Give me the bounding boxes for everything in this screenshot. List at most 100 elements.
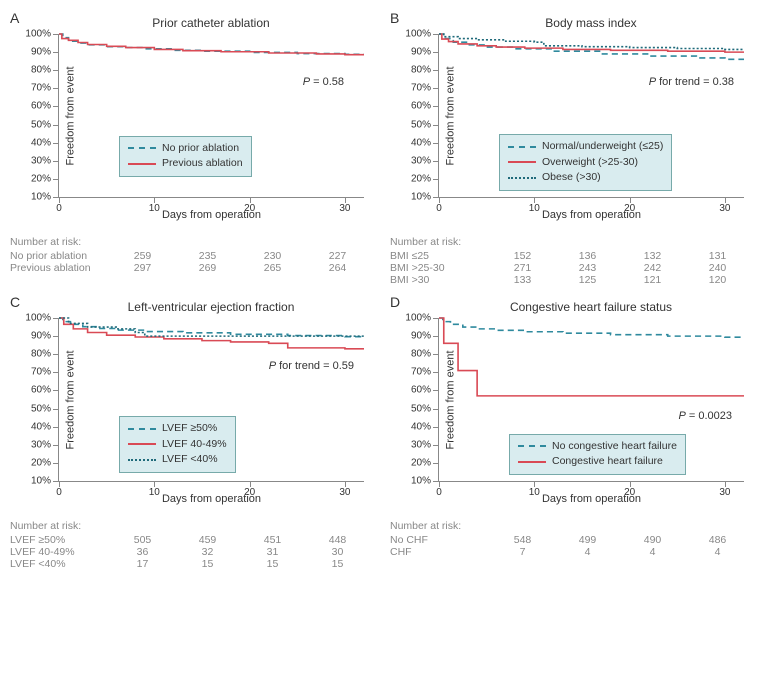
legend-item: Obese (>30) bbox=[508, 170, 663, 186]
risk-cell: 486 bbox=[685, 534, 750, 546]
y-tick-label: 50% bbox=[411, 119, 431, 130]
risk-cell: 125 bbox=[555, 274, 620, 286]
panel-letter: D bbox=[390, 294, 400, 310]
y-tick-label: 60% bbox=[411, 101, 431, 112]
y-tick-label: 50% bbox=[411, 403, 431, 414]
y-tick-label: 70% bbox=[411, 367, 431, 378]
risk-title: Number at risk: bbox=[390, 520, 750, 532]
y-tick-label: 60% bbox=[31, 101, 51, 112]
plot-region: Freedom from eventDays from operation10%… bbox=[58, 318, 364, 482]
chart-area: Body mass indexFreedom from eventDays fr… bbox=[438, 16, 744, 226]
legend-label: Obese (>30) bbox=[542, 170, 601, 186]
legend-swatch bbox=[508, 161, 536, 163]
y-tick-label: 70% bbox=[31, 83, 51, 94]
legend: Normal/underweight (≤25)Overweight (>25-… bbox=[499, 134, 672, 191]
legend: No congestive heart failureCongestive he… bbox=[509, 434, 686, 476]
legend-label: LVEF ≥50% bbox=[162, 421, 217, 437]
risk-cell: 15 bbox=[175, 558, 240, 570]
x-tick-label: 10 bbox=[529, 487, 540, 498]
legend-swatch bbox=[518, 461, 546, 463]
risk-row-label: BMI ≤25 bbox=[390, 250, 490, 262]
risk-row: Previous ablation297269265264 bbox=[10, 262, 370, 274]
y-tick-label: 60% bbox=[31, 385, 51, 396]
y-tick-label: 100% bbox=[25, 313, 51, 324]
x-tick-label: 0 bbox=[436, 487, 442, 498]
chart-title: Left-ventricular ejection fraction bbox=[58, 300, 364, 314]
risk-cell: 4 bbox=[685, 546, 750, 558]
legend-item: LVEF ≥50% bbox=[128, 421, 227, 437]
y-tick-label: 40% bbox=[31, 421, 51, 432]
risk-cell: 4 bbox=[555, 546, 620, 558]
y-tick-label: 20% bbox=[411, 457, 431, 468]
risk-cell: 7 bbox=[490, 546, 555, 558]
y-tick-label: 30% bbox=[31, 155, 51, 166]
risk-cell: 499 bbox=[555, 534, 620, 546]
panel-D: D Congestive heart failure status Freedom … bbox=[390, 294, 750, 570]
y-tick-label: 50% bbox=[31, 119, 51, 130]
risk-row-label: CHF bbox=[390, 546, 490, 558]
x-tick-label: 10 bbox=[149, 203, 160, 214]
legend-label: LVEF <40% bbox=[162, 452, 218, 468]
y-tick-label: 90% bbox=[31, 47, 51, 58]
risk-cell: 297 bbox=[110, 262, 175, 274]
risk-cell: 15 bbox=[305, 558, 370, 570]
legend-label: Previous ablation bbox=[162, 156, 243, 172]
risk-cell: 131 bbox=[685, 250, 750, 262]
risk-row: LVEF <40%17151515 bbox=[10, 558, 370, 570]
legend-item: Overweight (>25-30) bbox=[508, 155, 663, 171]
risk-row-label: LVEF <40% bbox=[10, 558, 110, 570]
risk-row-label: No CHF bbox=[390, 534, 490, 546]
panel-A: APrior catheter ablationFreedom from eve… bbox=[10, 10, 370, 286]
risk-row-label: LVEF 40-49% bbox=[10, 546, 110, 558]
risk-cell: 243 bbox=[555, 262, 620, 274]
plot-region: Freedom from eventDays from operation10%… bbox=[438, 318, 744, 482]
y-tick-label: 30% bbox=[411, 155, 431, 166]
risk-row-label: BMI >25-30 bbox=[390, 262, 490, 274]
risk-cell: 235 bbox=[175, 250, 240, 262]
risk-row-label: BMI >30 bbox=[390, 274, 490, 286]
legend-swatch bbox=[128, 443, 156, 445]
y-tick-label: 10% bbox=[31, 476, 51, 487]
panel-letter: C bbox=[10, 294, 20, 310]
y-tick-label: 10% bbox=[31, 192, 51, 203]
p-value: P = 0.0023 bbox=[678, 410, 732, 422]
chart-title: Congestive heart failure status bbox=[438, 300, 744, 314]
series-line bbox=[439, 34, 744, 59]
panel-B: BBody mass indexFreedom from eventDays f… bbox=[390, 10, 750, 286]
y-tick-label: 10% bbox=[411, 476, 431, 487]
chart-area: Congestive heart failure status Freedom f… bbox=[438, 300, 744, 510]
risk-table: Number at risk:No CHF548499490486CHF7444 bbox=[390, 520, 750, 558]
plot-region: Freedom from eventDays from operation10%… bbox=[58, 34, 364, 198]
risk-cell: 269 bbox=[175, 262, 240, 274]
panel-grid: APrior catheter ablationFreedom from eve… bbox=[10, 10, 750, 570]
series-line bbox=[439, 318, 744, 396]
x-tick-label: 0 bbox=[56, 203, 62, 214]
risk-cell: 230 bbox=[240, 250, 305, 262]
risk-row: CHF7444 bbox=[390, 546, 750, 558]
series-line bbox=[439, 34, 744, 52]
legend-swatch bbox=[508, 146, 536, 148]
risk-cell: 242 bbox=[620, 262, 685, 274]
series-line bbox=[439, 34, 744, 49]
legend-label: Normal/underweight (≤25) bbox=[542, 139, 663, 155]
legend-swatch bbox=[508, 177, 536, 179]
x-tick-label: 10 bbox=[149, 487, 160, 498]
risk-cell: 133 bbox=[490, 274, 555, 286]
x-tick-label: 30 bbox=[339, 203, 350, 214]
x-tick-label: 20 bbox=[624, 203, 635, 214]
y-tick-label: 50% bbox=[31, 403, 51, 414]
risk-cell: 120 bbox=[685, 274, 750, 286]
risk-cell: 132 bbox=[620, 250, 685, 262]
panel-letter: A bbox=[10, 10, 19, 26]
risk-title: Number at risk: bbox=[10, 520, 370, 532]
risk-row: BMI ≤25152136132131 bbox=[390, 250, 750, 262]
y-tick-label: 80% bbox=[31, 349, 51, 360]
series-line bbox=[59, 34, 364, 55]
x-tick-label: 0 bbox=[56, 487, 62, 498]
risk-table: Number at risk:BMI ≤25152136132131BMI >2… bbox=[390, 236, 750, 286]
risk-cell: 136 bbox=[555, 250, 620, 262]
p-value: P for trend = 0.38 bbox=[649, 76, 734, 88]
risk-row: LVEF 40-49%36323130 bbox=[10, 546, 370, 558]
risk-row-label: Previous ablation bbox=[10, 262, 110, 274]
legend-swatch bbox=[128, 428, 156, 430]
